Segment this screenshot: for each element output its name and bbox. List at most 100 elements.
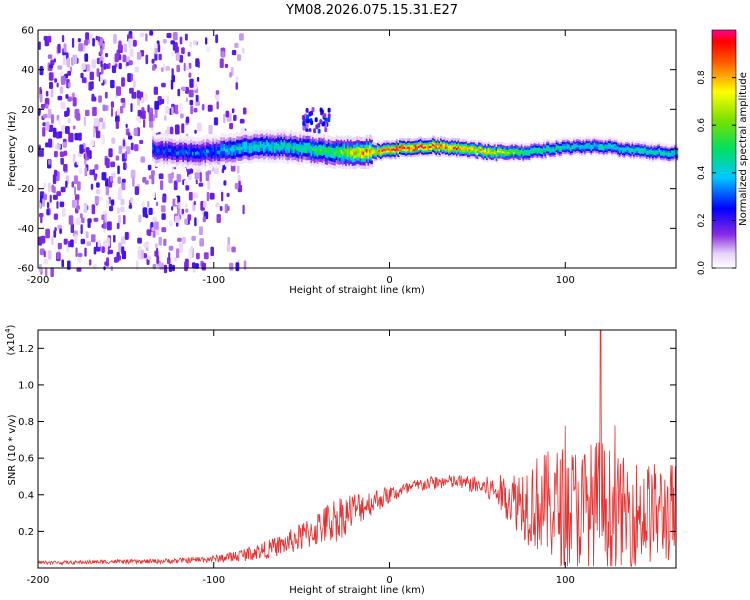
heatmap-cell	[251, 148, 255, 153]
heatmap-cell	[599, 147, 603, 150]
heatmap-cell	[362, 164, 365, 169]
heatmap-cell	[190, 105, 194, 115]
heatmap-cell	[177, 209, 180, 215]
heatmap-cell	[468, 148, 471, 152]
heatmap-cell	[201, 104, 205, 111]
heatmap-cell	[606, 149, 609, 153]
heatmap-cell	[172, 32, 178, 41]
heatmap-cell	[239, 136, 242, 141]
heatmap-cell	[165, 65, 170, 71]
heatmap-cell	[416, 147, 419, 151]
heatmap-cell	[326, 150, 329, 155]
heatmap-cell	[617, 145, 620, 149]
heatmap-cell	[208, 125, 213, 135]
heatmap-cell	[240, 146, 244, 151]
heatmap-cell	[666, 150, 669, 153]
heatmap-cell	[384, 144, 388, 148]
heatmap-cell	[375, 156, 378, 160]
heatmap-cell	[601, 143, 604, 147]
heatmap-cell	[207, 104, 213, 112]
heatmap-cell	[105, 53, 109, 58]
heatmap-cell	[448, 139, 451, 142]
heatmap-cell	[569, 148, 573, 152]
heatmap-cell	[443, 152, 446, 156]
heatmap-cell	[430, 153, 433, 156]
heatmap-cell	[514, 147, 517, 151]
heatmap-cell	[59, 151, 65, 157]
heatmap-cell	[169, 144, 172, 149]
heatmap-cell	[403, 142, 407, 145]
heatmap-cell	[593, 149, 596, 153]
heatmap-cell	[432, 135, 435, 139]
heatmap-cell	[544, 147, 547, 151]
heatmap-cell	[663, 149, 666, 153]
heatmap-cell	[307, 145, 310, 150]
heatmap-cell	[604, 139, 607, 143]
heatmap-cell	[593, 145, 596, 149]
heatmap-cell	[582, 141, 585, 144]
heatmap-cell	[653, 148, 657, 152]
heatmap-cell	[438, 152, 441, 155]
heatmap-cell	[172, 135, 176, 140]
heatmap-cell	[503, 156, 506, 160]
heatmap-cell	[166, 142, 169, 147]
heatmap-cell	[176, 158, 179, 163]
heatmap-cell	[585, 144, 589, 147]
heatmap-cell	[380, 144, 383, 148]
heatmap-cell	[449, 150, 452, 154]
heatmap-cell	[381, 147, 384, 150]
heatmap-cell	[604, 153, 607, 156]
heatmap-cell	[478, 141, 481, 145]
heatmap-cell	[642, 155, 645, 159]
heatmap-cell	[357, 160, 361, 165]
heatmap-cell	[191, 144, 195, 149]
heatmap-cell	[128, 204, 133, 209]
heatmap-cell	[609, 148, 612, 152]
heatmap-cell	[601, 137, 604, 141]
heatmap-cell	[169, 220, 174, 227]
heatmap-cell	[672, 150, 676, 153]
heatmap-cell	[514, 157, 517, 161]
heatmap-cell	[470, 151, 473, 155]
heatmap-cell	[172, 149, 176, 154]
heatmap-cell	[353, 165, 356, 170]
heatmap-cell	[193, 136, 196, 141]
heatmap-cell	[658, 153, 661, 157]
heatmap-cell	[220, 133, 223, 138]
heatmap-cell	[110, 199, 115, 206]
heatmap-cell	[490, 149, 494, 152]
heatmap-cell	[136, 51, 142, 60]
heatmap-cell	[631, 143, 634, 147]
heatmap-cell	[449, 138, 452, 142]
heatmap-cell	[554, 156, 557, 159]
heatmap-cell	[552, 151, 555, 155]
heatmap-cell	[288, 159, 291, 164]
heatmap-cell	[628, 144, 631, 148]
heatmap-cell	[244, 151, 247, 156]
heatmap-cell	[576, 150, 579, 153]
heatmap-cell	[585, 148, 589, 151]
heatmap-cell	[291, 132, 294, 137]
heatmap-cell	[389, 142, 392, 146]
heatmap-cell	[202, 152, 206, 157]
heatmap-cell	[154, 221, 159, 230]
heatmap-cell	[180, 135, 184, 140]
heatmap-cell	[633, 157, 636, 161]
heatmap-cell	[383, 140, 386, 143]
heatmap-cell	[520, 141, 524, 145]
heatmap-cell	[89, 33, 93, 39]
heatmap-cell	[543, 145, 546, 149]
heatmap-cell	[419, 136, 422, 139]
heatmap-cell	[359, 144, 362, 149]
heatmap-cell	[288, 141, 291, 146]
heatmap-cell	[462, 143, 465, 147]
heatmap-cell	[307, 152, 310, 157]
heatmap-cell	[481, 155, 484, 159]
heatmap-cell	[555, 141, 558, 145]
heatmap-cell	[130, 73, 133, 81]
heatmap-cell	[383, 150, 386, 153]
heatmap-cell	[660, 159, 663, 162]
heatmap-cell	[209, 140, 212, 145]
heatmap-cell	[102, 104, 106, 112]
